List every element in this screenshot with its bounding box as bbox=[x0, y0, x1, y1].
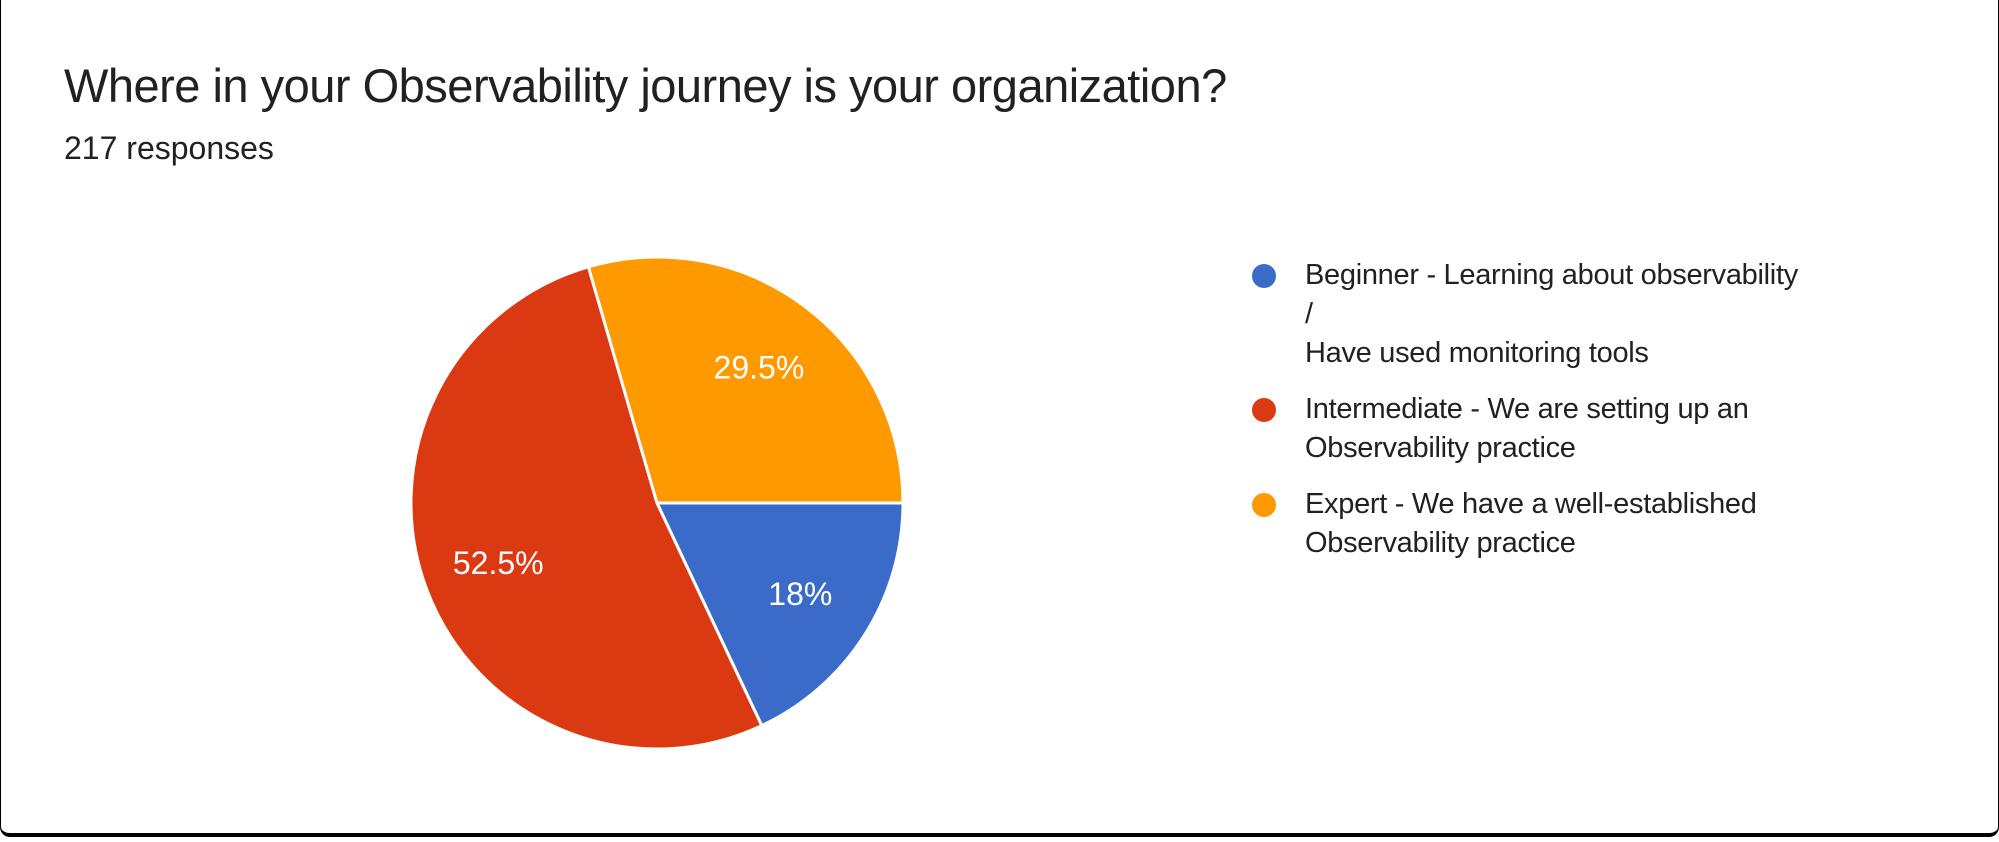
legend-label: Beginner - Learning about observability … bbox=[1305, 259, 1798, 369]
legend-swatch-beginner bbox=[1252, 264, 1276, 288]
pie-slice-label: 18% bbox=[768, 576, 832, 612]
pie-chart[interactable]: 18% 52.5% 29.5% bbox=[407, 253, 907, 753]
legend-swatch-expert bbox=[1252, 493, 1276, 517]
legend-label: Intermediate - We are setting up an Obse… bbox=[1305, 393, 1749, 464]
pie-slice[interactable] bbox=[655, 501, 905, 728]
responses-count: 217 responses bbox=[64, 130, 274, 166]
legend-item-beginner: Beginner - Learning about observability … bbox=[1252, 256, 1812, 373]
chart-legend: Beginner - Learning about observability … bbox=[1252, 256, 1812, 580]
question-title: Where in your Observability journey is y… bbox=[64, 59, 1227, 112]
legend-item-intermediate: Intermediate - We are setting up an Obse… bbox=[1252, 390, 1812, 468]
legend-item-expert: Expert - We have a well-established Obse… bbox=[1252, 485, 1812, 563]
legend-label: Expert - We have a well-established Obse… bbox=[1305, 488, 1757, 559]
pie-slice[interactable] bbox=[586, 255, 905, 505]
pie-slice[interactable] bbox=[409, 265, 764, 751]
legend-swatch-intermediate bbox=[1252, 398, 1276, 422]
pie-slice-label: 29.5% bbox=[714, 349, 805, 385]
pie-slice-label: 52.5% bbox=[453, 545, 544, 581]
pie-svg[interactable]: 18% 52.5% 29.5% bbox=[407, 253, 907, 753]
